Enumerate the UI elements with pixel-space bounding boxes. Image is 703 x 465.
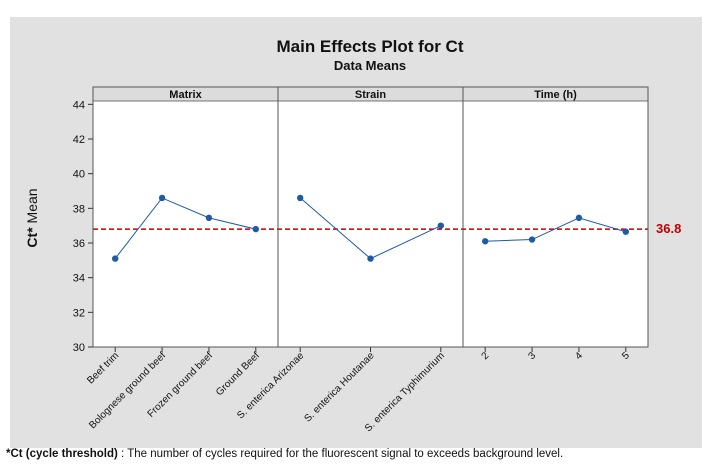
y-tick-label: 38 <box>73 203 85 215</box>
series-line <box>485 217 626 242</box>
chart-title: Main Effects Plot for Ct <box>276 37 463 56</box>
y-axis-label-rest: Mean <box>24 188 40 227</box>
footnote: *Ct (cycle threshold) : The number of cy… <box>6 448 703 465</box>
chart-subtitle: Data Means <box>334 58 406 73</box>
data-point <box>575 214 583 222</box>
data-point <box>297 194 304 202</box>
plot-frame <box>92 86 649 348</box>
data-point <box>205 214 213 222</box>
y-tick-label: 30 <box>73 342 85 354</box>
y-tick-label: 44 <box>73 99 85 111</box>
footnote-text: : The number of cycles required for the … <box>117 448 564 460</box>
footnote-term: *Ct (cycle threshold) <box>6 448 118 460</box>
series-line <box>114 197 256 259</box>
data-point <box>622 228 629 235</box>
y-tick-label: 32 <box>73 307 85 319</box>
panel-header-label: Time (h) <box>534 89 577 101</box>
reference-line-label: 36.8 <box>656 221 681 236</box>
data-point <box>112 255 119 262</box>
main-effects-chart: Main Effects Plot for Ct Data Means Ct* … <box>10 17 702 448</box>
y-tick-label: 34 <box>73 273 85 285</box>
panel-header-label: Strain <box>355 89 386 101</box>
y-tick-label: 36 <box>73 238 85 250</box>
y-axis-label: Ct* Mean <box>24 188 40 247</box>
plot-area <box>93 87 648 347</box>
data-point <box>252 225 259 233</box>
data-point <box>482 238 489 245</box>
y-tick-label: 40 <box>73 169 85 181</box>
data-point <box>528 236 536 243</box>
data-point <box>367 255 374 262</box>
data-point <box>437 222 444 229</box>
data-point <box>158 194 166 202</box>
y-axis-label-main: Ct* <box>24 227 40 248</box>
y-tick-label: 42 <box>73 134 85 146</box>
panel-header-label: Matrix <box>169 89 202 101</box>
